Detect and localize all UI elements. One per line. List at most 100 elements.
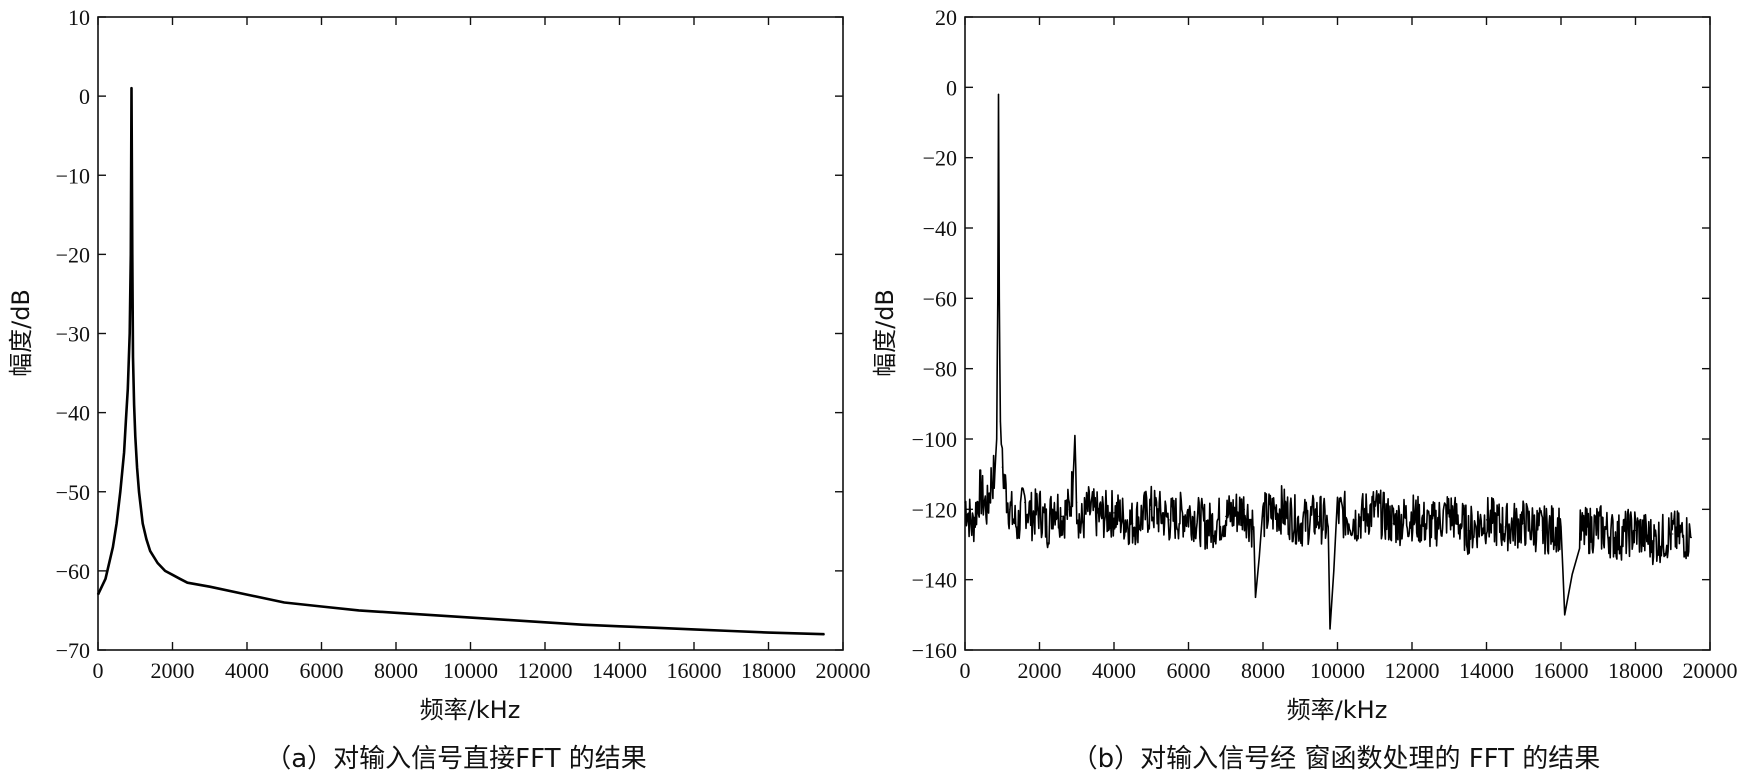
y-tick-label: −140 <box>912 568 957 593</box>
y-tick-label: −20 <box>923 146 957 171</box>
series-point <box>1336 512 1339 514</box>
series-point <box>1374 508 1376 510</box>
series-point <box>1009 508 1011 510</box>
series-point <box>1169 519 1171 521</box>
series-point <box>823 633 825 635</box>
y-tick-label: −10 <box>56 163 90 188</box>
y-tick-label: 20 <box>935 5 957 30</box>
series-point <box>142 522 144 525</box>
x-tick-label: 10000 <box>1310 658 1365 683</box>
series-point <box>999 420 1001 423</box>
series-point <box>990 480 992 482</box>
series-point <box>164 570 166 572</box>
x-tick-label: 6000 <box>1167 658 1211 683</box>
chart-b-y-ticks: 20 0 −20 −40 −60 −80 −100 −120 −140 −160 <box>912 5 1710 663</box>
chart-b-caption: （b）对输入信号经 窗函数处理的 FFT 的结果 <box>1072 744 1601 774</box>
y-tick-label: 0 <box>79 84 90 109</box>
series-point <box>581 624 583 626</box>
series-point <box>1225 515 1227 517</box>
series-point <box>971 526 974 528</box>
chart-b-series <box>964 93 1692 630</box>
y-tick-label: 0 <box>946 75 957 100</box>
series-point <box>116 522 118 525</box>
series-point <box>1299 522 1301 525</box>
x-tick-label: 18000 <box>1608 658 1663 683</box>
series-line <box>96 86 825 636</box>
series-point <box>127 388 129 390</box>
chart-a-caption: （a）对输入信号直接FFT 的结果 <box>265 744 647 774</box>
series-point <box>1001 466 1003 468</box>
y-tick-label: −20 <box>56 242 90 267</box>
series-point <box>1072 480 1074 482</box>
series-point <box>134 435 136 437</box>
series-point <box>1016 526 1018 528</box>
y-tick-label: −60 <box>56 559 90 584</box>
series-point <box>544 621 546 623</box>
series-point <box>1411 515 1413 517</box>
series-point <box>125 419 127 422</box>
series-point <box>997 297 999 299</box>
series-point <box>997 93 1000 95</box>
series-point <box>1098 515 1100 517</box>
series-point <box>1616 536 1618 539</box>
series-point <box>618 625 621 627</box>
series-point <box>130 253 132 255</box>
chart-b-plot-frame <box>964 16 1711 651</box>
series-point <box>123 451 125 453</box>
chart-a-x-ticks: 0 2000 4000 6000 8000 10000 12000 14000 16000 180… <box>93 17 871 683</box>
series-point <box>964 501 966 503</box>
x-tick-label: 0 <box>960 658 971 683</box>
series-point <box>1076 501 1078 503</box>
x-tick-label: 6000 <box>300 658 344 683</box>
series-point <box>1087 508 1089 510</box>
x-tick-label: 14000 <box>592 658 647 683</box>
series-point <box>1564 614 1566 616</box>
x-tick-label: 4000 <box>1092 658 1136 683</box>
chart-b-xlabel: 频率/kHz <box>1287 696 1388 724</box>
series-point <box>986 508 988 510</box>
series-point <box>656 627 658 629</box>
y-tick-label: −80 <box>923 357 957 382</box>
series-point <box>1005 491 1007 493</box>
series-point <box>469 616 472 619</box>
series-point <box>1430 526 1432 528</box>
y-tick-label: −160 <box>912 638 957 663</box>
series-point <box>1074 434 1076 437</box>
series-point <box>1504 526 1506 528</box>
x-tick-label: 12000 <box>1385 658 1440 683</box>
x-tick-label: 8000 <box>1241 658 1285 683</box>
series-point <box>1329 628 1331 630</box>
series-point <box>149 550 151 552</box>
chart-a-y-ticks: 10 0 −10 −20 −30 −40 −50 −60 −70 <box>56 5 843 663</box>
series-point <box>246 594 248 596</box>
series-point <box>1024 501 1026 503</box>
series-point <box>730 630 732 632</box>
chart-a-series <box>96 86 825 636</box>
series-point <box>395 612 397 614</box>
x-tick-label: 2000 <box>1018 658 1062 683</box>
series-point <box>104 578 107 580</box>
y-tick-label: −40 <box>56 401 90 426</box>
series-point <box>179 578 181 580</box>
series-point <box>767 631 770 634</box>
x-tick-label: 0 <box>93 658 104 683</box>
series-point <box>283 601 285 604</box>
series-point <box>1206 526 1208 528</box>
series-point <box>97 594 99 596</box>
series-point <box>979 491 981 493</box>
x-tick-label: 16000 <box>1534 658 1589 683</box>
chart-a-ylabel: 幅度/dB <box>7 289 35 377</box>
series-point <box>209 586 211 588</box>
series-point <box>131 253 133 255</box>
y-tick-label: −120 <box>912 497 957 522</box>
series-point <box>1113 512 1115 514</box>
series-point <box>432 614 434 616</box>
chart-b-ylabel: 幅度/dB <box>871 289 899 377</box>
series-point <box>1262 515 1264 517</box>
series-point <box>1560 526 1562 528</box>
series-point <box>507 619 509 621</box>
series-point <box>1467 529 1469 532</box>
series-point <box>1046 526 1048 528</box>
series-point <box>1672 533 1674 535</box>
series-point <box>1392 522 1394 525</box>
